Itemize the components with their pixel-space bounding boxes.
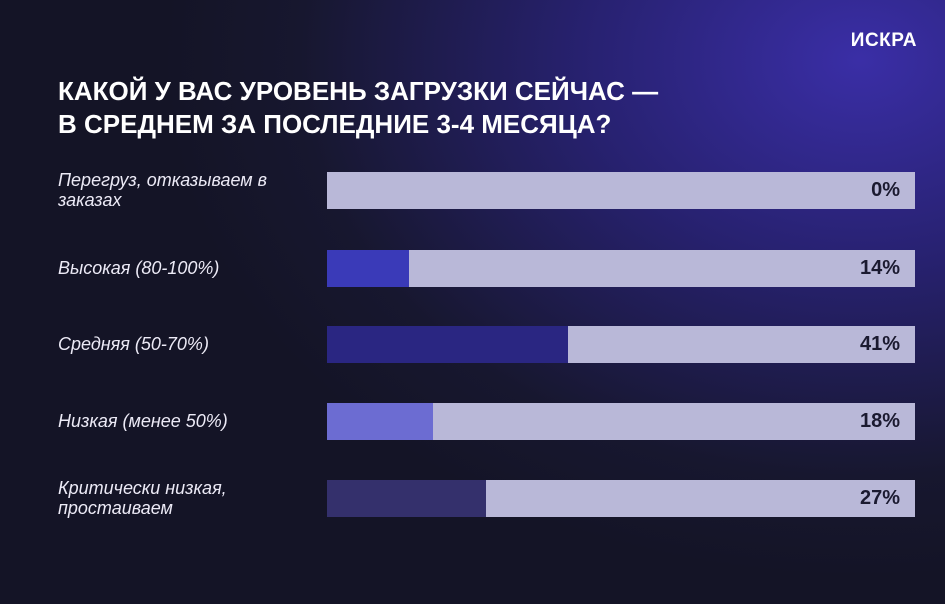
value-label: 0%	[871, 178, 900, 201]
bar-row: Перегруз, отказываем в заказах 0%	[0, 170, 945, 210]
bar	[327, 249, 410, 287]
bar-row: Низкая (менее 50%) 18%	[0, 402, 945, 440]
title-line: КАКОЙ У ВАС УРОВЕНЬ ЗАГРУЗКИ СЕЙЧАС —	[58, 76, 659, 106]
brand-logo: ИСКРА	[850, 30, 917, 51]
value-label: 18%	[859, 409, 900, 432]
bar	[327, 479, 486, 517]
chart-title: КАКОЙ У ВАС УРОВЕНЬ ЗАГРУЗКИ СЕЙЧАС — В …	[58, 75, 658, 141]
bar	[327, 325, 569, 363]
category-label: Перегруз, отказываем в заказах	[58, 170, 268, 210]
bar-track: 41%	[327, 325, 915, 363]
bar-track: 14%	[327, 249, 915, 287]
bar-row: Высокая (80-100%) 14%	[0, 249, 945, 287]
value-label: 41%	[859, 332, 900, 355]
bar	[327, 402, 433, 440]
bar-row: Критически низкая, простаиваем 27%	[0, 478, 945, 518]
bar-track: 27%	[327, 479, 915, 517]
category-label: Критически низкая, простаиваем	[58, 478, 227, 518]
bar-track: 0%	[327, 171, 915, 209]
bar-row: Средняя (50-70%) 41%	[0, 325, 945, 363]
category-label: Средняя (50-70%)	[58, 334, 209, 354]
title-line: В СРЕДНЕМ ЗА ПОСЛЕДНИЕ 3-4 МЕСЯЦА?	[58, 109, 612, 139]
bar-track: 18%	[327, 402, 915, 440]
category-label: Высокая (80-100%)	[58, 258, 220, 278]
value-label: 27%	[859, 486, 900, 509]
value-label: 14%	[859, 256, 900, 279]
category-label: Низкая (менее 50%)	[58, 411, 228, 431]
